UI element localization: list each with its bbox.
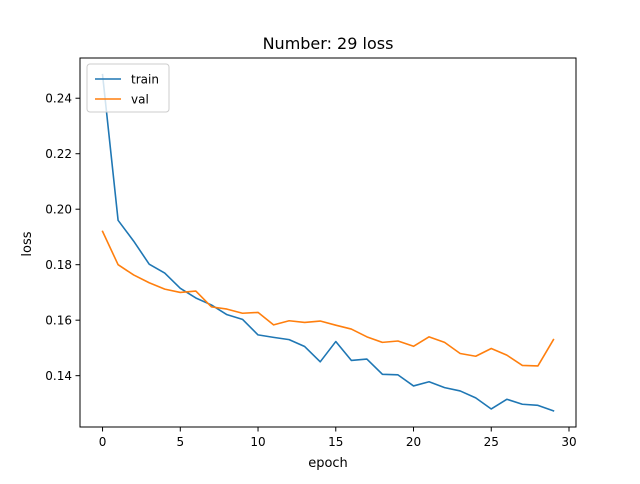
- y-tick-label: 0.22: [45, 147, 72, 161]
- x-tick-label: 5: [176, 435, 184, 449]
- axes: 0 5 10 15 20 25 30 0.14 0.16 0.18 0.20 0.22 0.24: [45, 57, 577, 449]
- legend-label-val: val: [131, 93, 149, 107]
- y-tick-label: 0.24: [45, 92, 72, 106]
- y-tick-label: 0.14: [45, 369, 72, 383]
- series-line-val: [101, 230, 555, 367]
- x-tick-label: 15: [328, 435, 343, 449]
- y-tick-label: 0.20: [45, 203, 72, 217]
- series-line-train: [101, 73, 555, 412]
- x-tick-label: 30: [561, 435, 576, 449]
- x-axis-label: epoch: [308, 456, 348, 471]
- x-tick-label: 10: [250, 435, 265, 449]
- axes-frame: [79, 57, 577, 428]
- x-tick-label: 0: [99, 435, 107, 449]
- chart-title: Number: 29 loss: [263, 34, 394, 53]
- plot-area: [101, 73, 555, 412]
- x-tick-label: 20: [406, 435, 421, 449]
- legend-label-train: train: [131, 73, 159, 87]
- y-tick-label: 0.18: [45, 258, 72, 272]
- y-tick-label: 0.16: [45, 314, 72, 328]
- x-tick-label: 25: [484, 435, 499, 449]
- y-axis-label: loss: [20, 231, 35, 256]
- legend-box: [86, 63, 170, 113]
- legend: train val: [86, 63, 170, 113]
